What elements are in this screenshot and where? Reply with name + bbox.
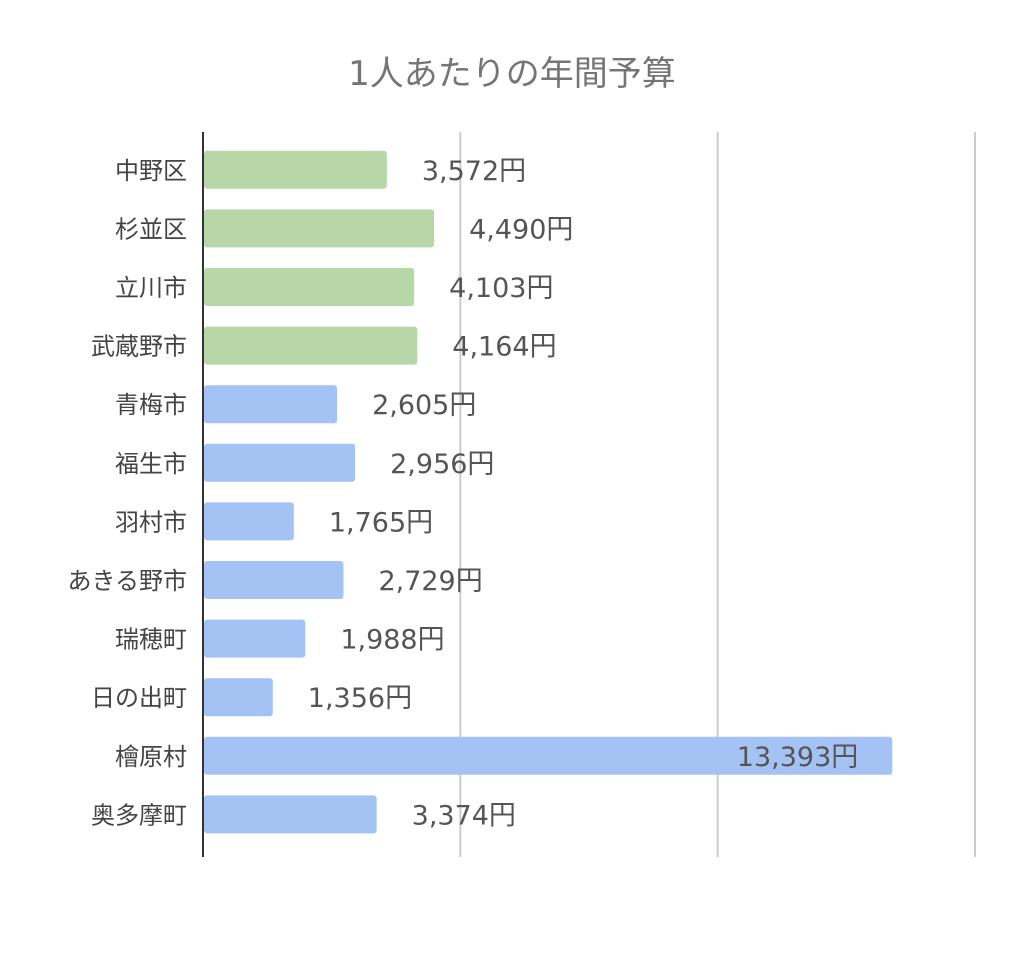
category-label-8: 瑞穂町 [115, 626, 187, 654]
bar-10 [204, 736, 893, 775]
value-label-11: 3,374円 [412, 800, 516, 831]
value-label-3: 4,164円 [452, 332, 556, 363]
bar-5 [204, 443, 356, 482]
category-label-2: 立川市 [115, 274, 187, 302]
bar-9 [204, 678, 273, 717]
value-label-6: 1,765円 [329, 507, 433, 538]
bar-1 [204, 209, 435, 248]
value-label-4: 2,605円 [372, 390, 476, 421]
chart-title: 1人あたりの年間予算 [348, 54, 676, 94]
category-label-3: 武蔵野市 [91, 333, 187, 361]
category-label-11: 奥多摩町 [91, 801, 187, 829]
value-label-1: 4,490円 [469, 214, 573, 245]
bar-3 [204, 326, 418, 365]
category-label-6: 羽村市 [115, 508, 187, 536]
value-label-10: 13,393円 [737, 742, 858, 773]
value-label-9: 1,356円 [308, 683, 412, 714]
bar-8 [204, 619, 306, 658]
gridlines [202, 132, 976, 857]
value-label-8: 1,988円 [340, 625, 444, 656]
bar-4 [204, 385, 338, 424]
value-label-5: 2,956円 [390, 449, 494, 480]
value-label-2: 4,103円 [449, 273, 553, 304]
bar-0 [204, 150, 387, 189]
category-label-9: 日の出町 [91, 684, 187, 712]
bar-6 [204, 502, 294, 541]
category-label-0: 中野区 [115, 157, 187, 185]
category-label-7: あきる野市 [67, 567, 187, 595]
bar-11 [204, 795, 377, 834]
value-label-0: 3,572円 [422, 156, 526, 187]
bar-2 [204, 268, 415, 306]
category-label-4: 青梅市 [115, 391, 187, 419]
bars [204, 150, 893, 834]
category-label-10: 檜原村 [115, 743, 187, 771]
value-label-7: 2,729円 [378, 566, 482, 597]
bar-7 [204, 561, 344, 599]
category-label-5: 福生市 [115, 450, 187, 478]
category-label-1: 杉並区 [115, 215, 187, 243]
